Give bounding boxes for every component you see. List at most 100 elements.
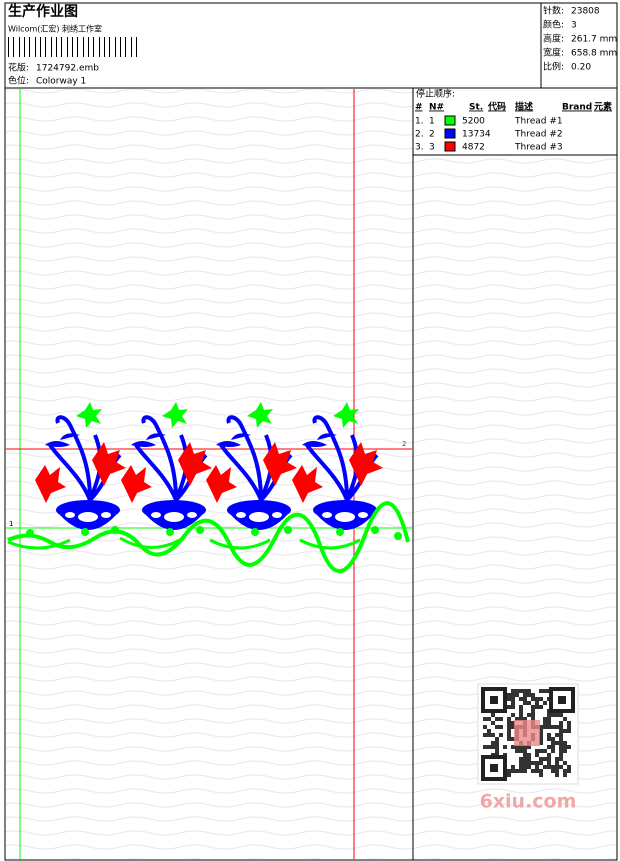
qr-cell (551, 741, 555, 745)
color-swatch (444, 128, 456, 139)
colorway-label: 色位: (8, 75, 29, 87)
qr-cell (511, 705, 515, 709)
qr-cell (527, 745, 531, 749)
qr-cell (519, 745, 523, 749)
qr-cell (551, 725, 555, 729)
qr-cell (491, 713, 495, 717)
qr-cell (555, 769, 559, 773)
qr-cell (491, 741, 495, 745)
bar-stripe (83, 37, 84, 57)
qr-cell (511, 745, 515, 749)
qr-cell (559, 733, 563, 737)
qr-cell (555, 725, 559, 729)
stats: 针数: 23808 颜色: 3 高度: 261.7 mm 宽度: 658.8 mm 比例: 0.2… (543, 5, 617, 73)
qr-cell (519, 697, 523, 701)
qr-cell (495, 745, 499, 749)
qr-cell (543, 717, 547, 721)
qr-cell (551, 737, 555, 741)
qr-cell (539, 749, 543, 753)
studio: Wilcom(汇宏) 刺绣工作室 (8, 24, 102, 34)
qr-cell (531, 709, 535, 713)
qr-cell (515, 693, 519, 697)
bar-stripe (67, 37, 68, 57)
watermark: 6xiu.com (477, 683, 579, 813)
qr-cell (531, 697, 535, 701)
qr-cell (523, 769, 527, 773)
qr-cell (547, 733, 551, 737)
qr-cell (511, 769, 515, 773)
bar-stripe (45, 37, 46, 57)
qr-cell (563, 773, 567, 777)
qr-cell (487, 729, 491, 733)
qr-cell (507, 693, 511, 697)
qr-cell (495, 741, 499, 745)
qr-cell (547, 737, 551, 741)
color-swatch (444, 115, 456, 126)
bar-stripe (24, 37, 25, 57)
qr-finder (558, 696, 566, 704)
qr-cell (551, 749, 555, 753)
row-stitches: 4872 (462, 143, 485, 153)
row-number: 2 (429, 130, 435, 140)
embroidery (7, 400, 410, 574)
qr-cell (547, 757, 551, 761)
row-description: Thread #3 (514, 143, 563, 153)
qr-cell (551, 765, 555, 769)
sequence-table: 停止顺序: # N# St. 代码 描述 Brand 元素 1. 1 5200 Thread #1 2.… (415, 88, 612, 153)
stat-value: 0.20 (571, 63, 591, 73)
qr-cell (535, 701, 539, 705)
column-header: 描述 (515, 101, 533, 113)
design-area (6, 89, 413, 859)
qr-cell (527, 713, 531, 717)
qr-cell (523, 765, 527, 769)
qr-cell (531, 761, 535, 765)
colorway: Colorway 1 (36, 77, 86, 87)
bar-stripe (35, 37, 36, 57)
row-stitches: 13734 (462, 130, 491, 140)
qr-cell (563, 769, 567, 773)
qr-cell (531, 713, 535, 717)
qr-cell (567, 729, 571, 733)
bar-stripe (51, 37, 52, 57)
qr-cell (507, 729, 511, 733)
stat-label: 高度: (543, 33, 564, 45)
stat-value: 3 (571, 21, 577, 31)
qr-cell (531, 769, 535, 773)
bar-stripe (56, 37, 57, 57)
qr-cell (519, 689, 523, 693)
qr-cell (507, 733, 511, 737)
qr-cell (539, 729, 543, 733)
qr-cell (523, 701, 527, 705)
qr-cell (499, 725, 503, 729)
qr-cell (539, 757, 543, 761)
watermark-text: 6xiu.com (480, 791, 577, 813)
qr-cell (519, 749, 523, 753)
row-number: 3 (429, 143, 435, 153)
qr-cell (539, 705, 543, 709)
bar-stripe (104, 37, 105, 57)
qr-cell (555, 757, 559, 761)
qr-cell (547, 745, 551, 749)
stat-label: 针数: (543, 5, 564, 17)
qr-cell (483, 733, 487, 737)
qr-cell (483, 725, 487, 729)
qr-cell (543, 749, 547, 753)
qr-cell (515, 745, 519, 749)
qr-cell (507, 717, 511, 721)
qr-cell (535, 761, 539, 765)
qr-cell (559, 721, 563, 725)
qr-cell (555, 761, 559, 765)
qr-cell (483, 717, 487, 721)
qr-cell (531, 693, 535, 697)
row-description: Thread #1 (514, 117, 563, 127)
qr-cell (519, 705, 523, 709)
qr-cell (511, 721, 515, 725)
qr-cell (563, 761, 567, 765)
qr-cell (511, 713, 515, 717)
qr-cell (495, 749, 499, 753)
column-header: St. (469, 103, 483, 113)
qr-cell (527, 757, 531, 761)
qr-cell (487, 717, 491, 721)
qr-cell (519, 769, 523, 773)
